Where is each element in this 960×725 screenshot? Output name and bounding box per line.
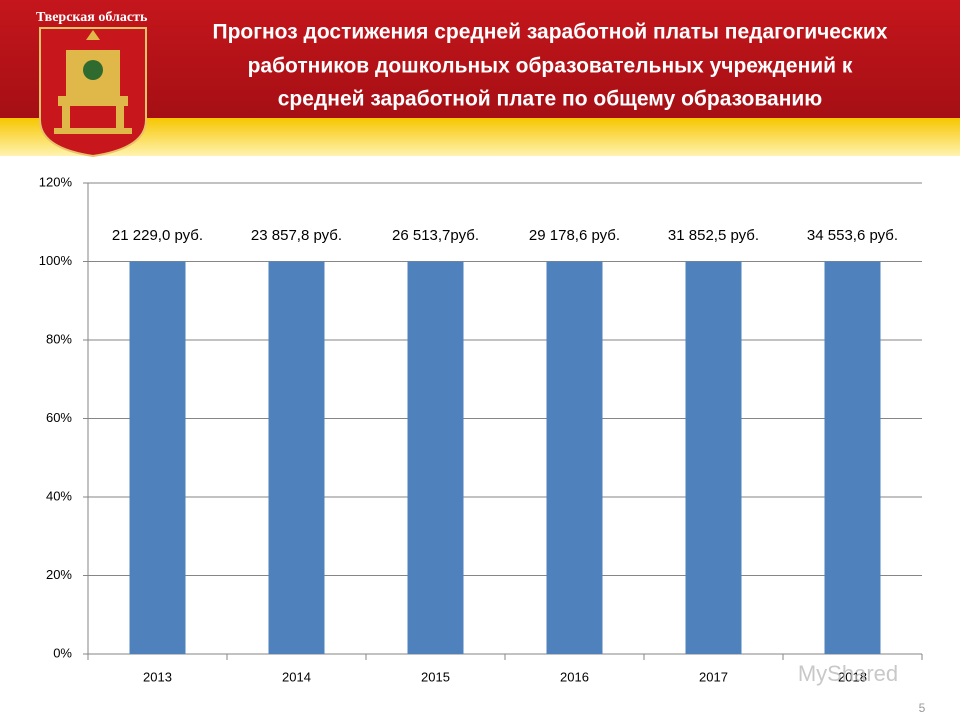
bar xyxy=(824,261,881,654)
y-tick-label: 20% xyxy=(46,567,72,582)
bar-annotation: 23 857,8 руб. xyxy=(251,227,342,244)
page-number: 5 xyxy=(919,701,926,715)
header-stripe xyxy=(0,118,960,156)
bar-annotation: 26 513,7руб. xyxy=(392,227,479,244)
bar xyxy=(546,261,603,654)
bar xyxy=(268,261,325,654)
bar-annotation: 34 553,6 руб. xyxy=(807,227,898,244)
coat-of-arms xyxy=(39,27,147,158)
title-line: работников дошкольных образовательных уч… xyxy=(248,55,853,78)
y-tick-label: 80% xyxy=(46,331,72,346)
x-tick-label: 2018 xyxy=(838,669,867,684)
y-tick-label: 60% xyxy=(46,410,72,425)
x-tick-label: 2015 xyxy=(421,669,450,684)
x-tick-label: 2016 xyxy=(560,669,589,684)
bar-annotation: 21 229,0 руб. xyxy=(112,227,203,244)
y-tick-label: 0% xyxy=(53,645,72,660)
x-tick-label: 2013 xyxy=(143,669,172,684)
bar-annotation: 29 178,6 руб. xyxy=(529,227,620,244)
x-tick-label: 2014 xyxy=(282,669,311,684)
header-band xyxy=(0,0,960,118)
y-tick-label: 100% xyxy=(39,253,73,268)
bar xyxy=(407,261,464,654)
region-label: Тверская область xyxy=(36,10,148,25)
bar-annotation: 31 852,5 руб. xyxy=(668,227,759,244)
y-tick-label: 40% xyxy=(46,488,72,503)
title-line: средней заработной плате по общему образ… xyxy=(278,88,823,111)
title-line: Прогноз достижения средней заработной пл… xyxy=(213,21,888,44)
watermark: MyShared xyxy=(798,661,898,686)
bar xyxy=(129,261,186,654)
bar xyxy=(685,261,742,654)
y-tick-label: 120% xyxy=(39,174,73,189)
x-tick-label: 2017 xyxy=(699,669,728,684)
